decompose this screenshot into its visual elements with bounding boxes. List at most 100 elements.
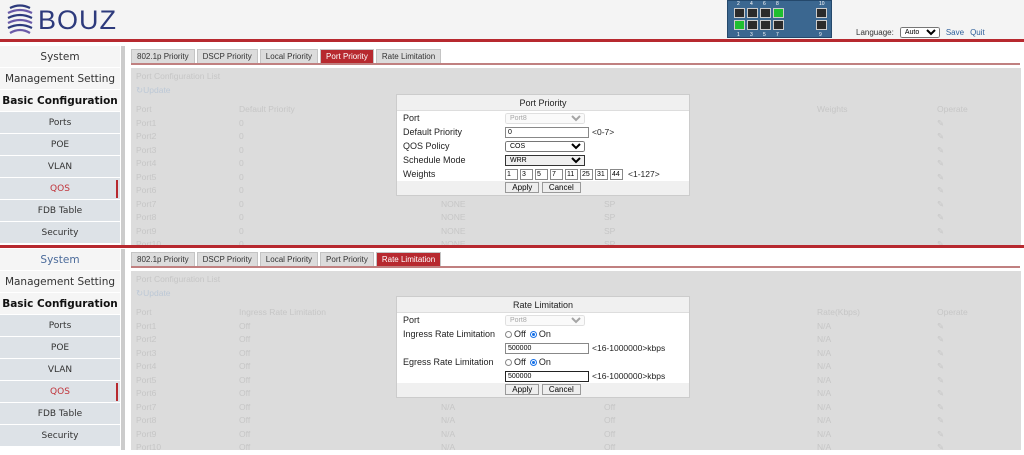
sidebar-item-poe[interactable]: POE — [0, 337, 120, 359]
weight-input-4[interactable] — [550, 169, 563, 180]
tab-802-1p-priority[interactable]: 802.1p Priority — [131, 252, 195, 266]
rate-limitation-dialog: Rate Limitation Port Port8 Ingress Rate L… — [396, 296, 690, 398]
tab-local-priority[interactable]: Local Priority — [259, 252, 319, 266]
sidebar-item-system[interactable]: System — [0, 46, 120, 68]
port-jack-icon[interactable] — [747, 20, 758, 30]
column-header: Operate — [937, 104, 968, 114]
egress-rate-input[interactable] — [505, 370, 589, 382]
weight-input-6[interactable] — [580, 169, 593, 180]
sidebar-item-basic-configuration[interactable]: Basic Configuration — [0, 293, 120, 315]
port-jack-icon[interactable] — [747, 8, 758, 18]
cancel-button[interactable]: Cancel — [541, 182, 581, 193]
ingress-on-radio[interactable]: On — [529, 329, 551, 339]
tab-rate-limitation[interactable]: Rate Limitation — [375, 252, 442, 266]
language-select[interactable]: Auto — [899, 27, 940, 38]
weight-input-3[interactable] — [535, 169, 548, 180]
edit-icon[interactable]: ✎ — [937, 401, 945, 412]
edit-icon[interactable]: ✎ — [937, 117, 945, 128]
table-cell: SP — [604, 239, 616, 249]
tab-802-1p-priority[interactable]: 802.1p Priority — [131, 49, 195, 63]
port-select[interactable]: Port8 — [505, 112, 585, 124]
edit-icon[interactable]: ✎ — [937, 320, 945, 331]
update-button[interactable]: ↻Update — [136, 85, 171, 95]
port-jack-icon[interactable] — [734, 8, 745, 18]
apply-button[interactable]: Apply — [505, 182, 540, 193]
edit-icon[interactable]: ✎ — [937, 415, 945, 425]
edit-icon[interactable]: ✎ — [937, 171, 945, 182]
edit-icon[interactable]: ✎ — [937, 185, 945, 195]
list-title: Port Configuration List — [136, 71, 221, 81]
sidebar-item-qos[interactable]: QOS — [0, 381, 120, 403]
table-cell: N/A — [817, 320, 832, 331]
sidebar-item-fdb-table[interactable]: FDB Table — [0, 403, 120, 425]
edit-icon[interactable]: ✎ — [937, 374, 945, 385]
sidebar-item-basic-configuration[interactable]: Basic Configuration — [0, 90, 120, 112]
sidebar-item-ports[interactable]: Ports — [0, 315, 120, 337]
sidebar-item-management-setting[interactable]: Management Setting — [0, 271, 120, 293]
egress-rate-hint: <16-1000000>kbps — [592, 371, 666, 381]
edit-icon[interactable]: ✎ — [937, 428, 945, 439]
sidebar-item-ports[interactable]: Ports — [0, 112, 120, 134]
table-cell: Off — [604, 428, 616, 439]
edit-icon[interactable]: ✎ — [937, 388, 945, 398]
edit-icon[interactable]: ✎ — [937, 131, 945, 141]
update-button[interactable]: ↻Update — [136, 288, 171, 298]
tab-local-priority[interactable]: Local Priority — [259, 49, 319, 63]
sidebar-item-security[interactable]: Security — [0, 222, 120, 244]
port-jack-icon[interactable] — [816, 8, 827, 18]
sidebar-item-poe[interactable]: POE — [0, 134, 120, 156]
apply-button[interactable]: Apply — [505, 384, 540, 395]
edit-icon[interactable]: ✎ — [937, 144, 945, 155]
weight-input-2[interactable] — [520, 169, 533, 180]
table-cell: Port8 — [136, 212, 157, 222]
quit-link[interactable]: Quit — [970, 28, 985, 37]
ingress-rate-input[interactable] — [505, 342, 589, 354]
ingress-off-radio[interactable]: Off — [505, 329, 526, 339]
port-jack-icon[interactable] — [816, 20, 827, 30]
port-jack-icon[interactable] — [773, 8, 784, 18]
edit-icon[interactable]: ✎ — [937, 158, 945, 168]
sidebar-item-vlan[interactable]: VLAN — [0, 156, 120, 178]
edit-icon[interactable]: ✎ — [937, 198, 945, 209]
table-cell: 0 — [239, 239, 244, 249]
cancel-button[interactable]: Cancel — [541, 384, 581, 395]
table-cell: Port1 — [136, 117, 157, 128]
weight-input-5[interactable] — [565, 169, 578, 180]
edit-icon[interactable]: ✎ — [937, 239, 945, 249]
port-jack-icon[interactable] — [773, 20, 784, 30]
port-select[interactable]: Port8 — [505, 314, 585, 326]
weight-input-1[interactable] — [505, 169, 518, 180]
port-jack-icon[interactable] — [734, 20, 745, 30]
port-jack-icon[interactable] — [760, 8, 771, 18]
edit-icon[interactable]: ✎ — [937, 347, 945, 358]
sidebar-item-vlan[interactable]: VLAN — [0, 359, 120, 381]
table-row: Port4 Off N/A ✎ — [131, 361, 1021, 374]
tab-port-priority[interactable]: Port Priority — [320, 49, 374, 63]
weight-input-7[interactable] — [595, 169, 608, 180]
sidebar-item-management-setting[interactable]: Management Setting — [0, 68, 120, 90]
egress-off-radio[interactable]: Off — [505, 357, 526, 367]
schedule-mode-select[interactable]: WRR — [505, 154, 585, 166]
edit-icon[interactable]: ✎ — [937, 361, 945, 371]
tab-dscp-priority[interactable]: DSCP Priority — [196, 252, 258, 266]
column-header: Port — [136, 104, 152, 114]
sidebar-item-system[interactable]: System — [0, 249, 120, 271]
tab-dscp-priority[interactable]: DSCP Priority — [196, 49, 258, 63]
port-jack-icon[interactable] — [760, 20, 771, 30]
sidebar-item-fdb-table[interactable]: FDB Table — [0, 200, 120, 222]
default-priority-input[interactable] — [505, 126, 589, 138]
table-cell: SP — [604, 225, 616, 236]
qos-policy-select[interactable]: COS — [505, 140, 585, 152]
save-link[interactable]: Save — [945, 28, 965, 37]
sidebar-item-security[interactable]: Security — [0, 425, 120, 447]
egress-on-radio[interactable]: On — [529, 357, 551, 367]
tab-rate-limitation[interactable]: Rate Limitation — [375, 49, 442, 63]
edit-icon[interactable]: ✎ — [937, 442, 945, 452]
edit-icon[interactable]: ✎ — [937, 225, 945, 236]
sidebar-item-qos[interactable]: QOS — [0, 178, 120, 200]
edit-icon[interactable]: ✎ — [937, 212, 945, 222]
tab-port-priority[interactable]: Port Priority — [320, 252, 374, 266]
edit-icon[interactable]: ✎ — [937, 334, 945, 344]
table-cell: N/A — [817, 361, 832, 371]
weight-input-8[interactable] — [610, 169, 623, 180]
